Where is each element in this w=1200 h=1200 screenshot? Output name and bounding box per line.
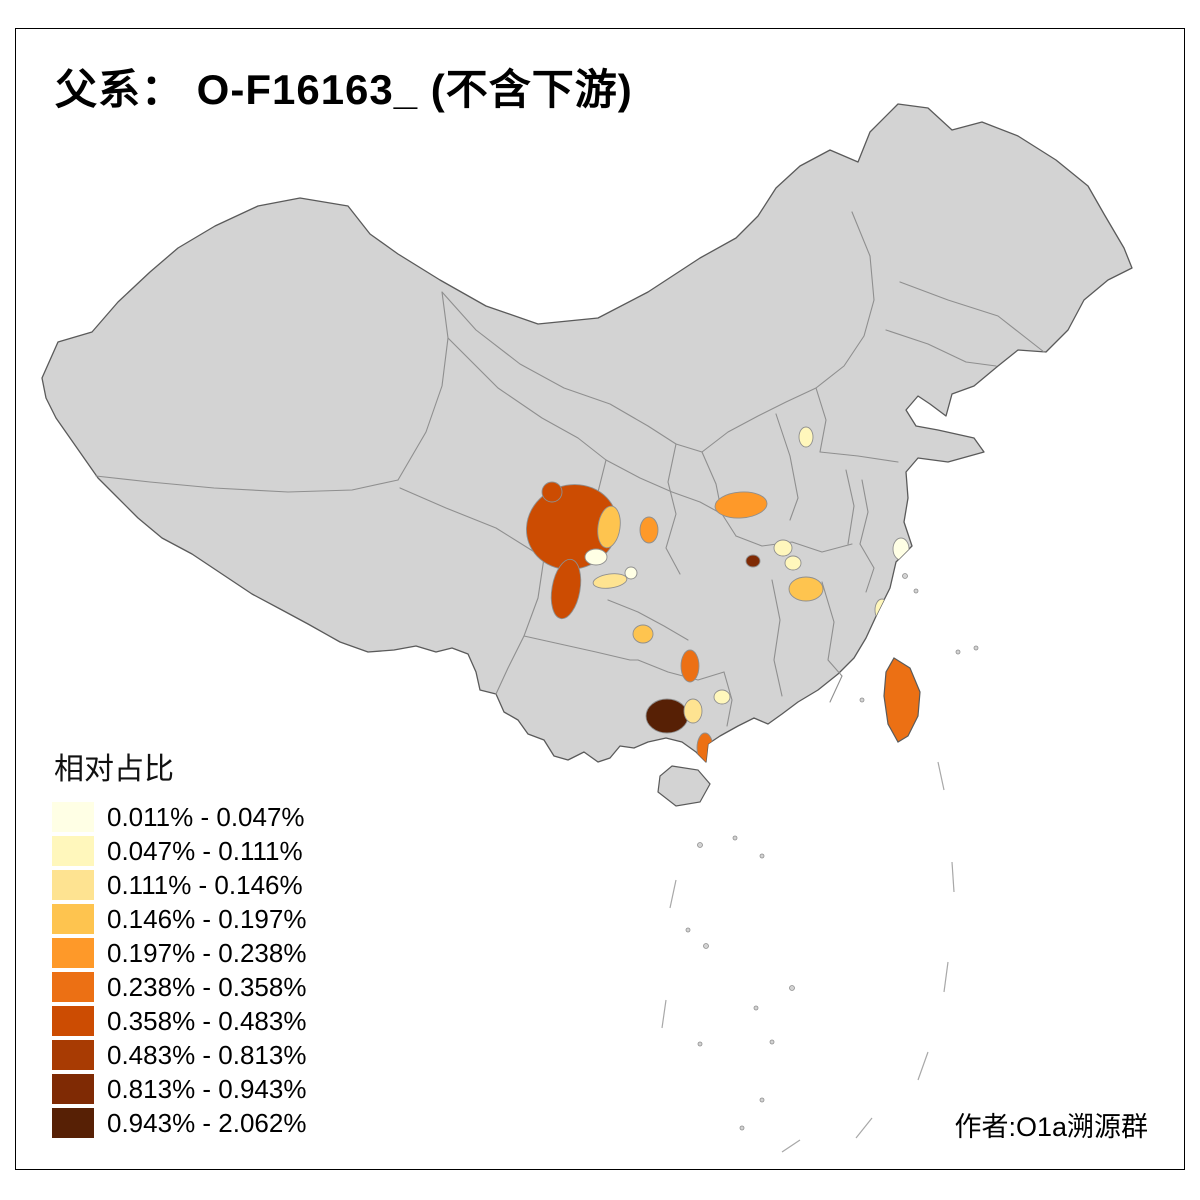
legend-range-label: 0.483% - 0.813% <box>107 1039 307 1070</box>
legend-swatch <box>52 802 94 832</box>
region-central-pale-a <box>773 539 793 557</box>
china-mainland-shape <box>41 103 1133 763</box>
legend-swatch <box>52 1108 94 1138</box>
legend-range-label: 0.358% - 0.483% <box>107 1005 307 1036</box>
region-guangxi-north-orange <box>680 649 700 683</box>
region-sichuan-mid-orange <box>639 516 659 544</box>
legend-item: 0.358% - 0.483% <box>52 1004 306 1038</box>
province-boundaries <box>95 211 1045 727</box>
region-southwest-tan <box>683 698 703 724</box>
legend-item: 0.047% - 0.111% <box>52 834 306 868</box>
region-shaanxi-south <box>714 491 768 519</box>
region-sichuan-white-small <box>624 566 638 580</box>
region-taiwan <box>883 657 921 743</box>
legend-item: 0.483% - 0.813% <box>52 1038 306 1072</box>
region-sichuan-light-strip <box>592 573 628 589</box>
legend: 相对占比 0.011% - 0.047% 0.047% - 0.111% 0.111… <box>52 744 306 1140</box>
south-china-sea-islands <box>661 573 979 1153</box>
legend-item: 0.197% - 0.238% <box>52 936 306 970</box>
legend-swatch <box>52 972 94 1002</box>
legend-range-label: 0.197% - 0.238% <box>107 937 307 968</box>
legend-swatch <box>52 938 94 968</box>
legend-swatch <box>52 1040 94 1070</box>
legend-range-label: 0.011% - 0.047% <box>107 801 305 832</box>
region-coast-shanghai-pale <box>892 537 910 561</box>
region-central-dark-dot <box>745 554 761 568</box>
legend-item: 0.111% - 0.146% <box>52 868 306 902</box>
region-sichuan-pale <box>584 548 608 566</box>
region-southwest-dark <box>645 698 689 734</box>
hainan-island-shape <box>657 765 711 807</box>
region-shanxi-pale <box>798 426 814 448</box>
legend-title: 相对占比 <box>54 753 174 786</box>
legend-swatch <box>52 1074 94 1104</box>
legend-items: 0.011% - 0.047% 0.047% - 0.111% 0.111% - 0… <box>52 800 306 1140</box>
region-west-sichuan-south <box>550 558 582 620</box>
region-guizhou-orange <box>632 624 654 644</box>
region-leizhou-orange <box>696 732 714 762</box>
region-central-pale-b <box>784 555 802 571</box>
legend-swatch <box>52 1006 94 1036</box>
map-title: 父系： O-F16163_ (不含下游) <box>55 66 633 113</box>
legend-range-label: 0.943% - 2.062% <box>107 1107 307 1138</box>
region-coast-zhejiang-pale <box>874 598 890 622</box>
legend-swatch <box>52 870 94 900</box>
legend-item: 0.943% - 2.062% <box>52 1106 306 1140</box>
legend-range-label: 0.047% - 0.111% <box>107 835 303 866</box>
author-credit: 作者:O1a溯源群 <box>954 1112 1148 1142</box>
region-sichuan-tan-strip <box>597 505 621 549</box>
legend-item: 0.238% - 0.358% <box>52 970 306 1004</box>
legend-swatch <box>52 836 94 866</box>
legend-range-label: 0.238% - 0.358% <box>107 971 307 1002</box>
legend-range-label: 0.111% - 0.146% <box>107 869 303 900</box>
region-hubei-orange <box>788 576 824 602</box>
legend-range-label: 0.813% - 0.943% <box>107 1073 307 1104</box>
legend-item: 0.813% - 0.943% <box>52 1072 306 1106</box>
legend-swatch <box>52 904 94 934</box>
region-west-sichuan-north <box>541 481 563 503</box>
legend-range-label: 0.146% - 0.197% <box>107 903 307 934</box>
legend-item: 0.011% - 0.047% <box>52 800 306 834</box>
region-west-guangdong-pale <box>713 689 731 705</box>
legend-item: 0.146% - 0.197% <box>52 902 306 936</box>
